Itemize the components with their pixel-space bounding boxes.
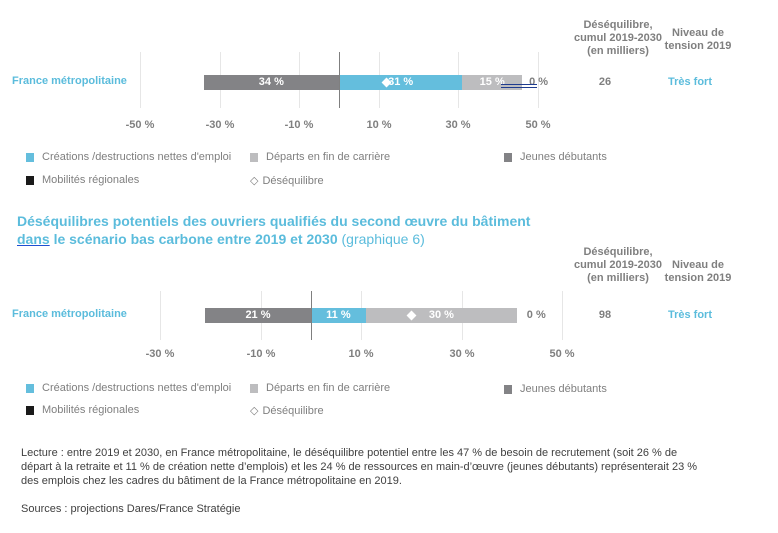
legend-item-departs: Départs en fin de carrière — [250, 151, 390, 163]
diamond-outline-icon: ◇ — [250, 405, 259, 417]
legend-item-creations: Créations /destructions nettes d'emploi — [26, 151, 231, 163]
chart2-category-label: France métropolitaine — [12, 308, 127, 320]
chart1-plot-area: -50 % -30 % -10 % 10 % 30 % 50 % 34 % 31 % 15 % 0… — [0, 0, 778, 140]
chart2-title-paren: (graphique 6) — [337, 231, 425, 247]
legend-label: Départs en fin de carrière — [266, 382, 391, 394]
x-tick-label: 30 % — [449, 348, 475, 360]
x-tick-label: 10 % — [348, 348, 374, 360]
chart1-col1-header-line: (en milliers) — [587, 45, 649, 57]
gridline — [140, 52, 141, 108]
chart2-col1-header: Déséquilibre, cumul 2019-2030 (en millie… — [563, 246, 673, 285]
bar-data-label-mobilites: 0 % — [526, 309, 546, 321]
chart2-col2-header-line: tension 2019 — [664, 272, 732, 284]
x-tick-label: -10 % — [246, 348, 276, 360]
legend-swatch-creations — [26, 152, 34, 162]
legend-swatch-departs — [250, 383, 258, 393]
x-tick-label: 30 % — [445, 119, 471, 131]
legend-label: Mobilités régionales — [42, 174, 140, 186]
diamond-outline-icon: ◇ — [250, 175, 259, 187]
legend-item-mobilites: Mobilités régionales — [26, 174, 139, 186]
legend-swatch-jeunes — [504, 384, 512, 394]
legend-item-creations: Créations /destructions nettes d'emploi — [26, 382, 231, 394]
legend-label: Créations /destructions nettes d'emploi — [42, 382, 232, 394]
bar-data-label: 31 % — [388, 76, 414, 88]
bar-data-label-mobilites: 0 % — [529, 76, 549, 88]
chart2-col1-header-line: (en milliers) — [587, 272, 649, 284]
bar-data-label: 21 % — [245, 309, 271, 321]
legend-label: Créations /destructions nettes d'emploi — [42, 151, 232, 163]
x-tick-label: 10 % — [366, 119, 392, 131]
underline-mark — [501, 84, 537, 85]
legend-item-desequilibre: ◇ Déséquilibre — [250, 404, 324, 418]
x-tick-label: -10 % — [284, 119, 314, 131]
chart2-title-rest: le scénario bas carbone entre 2019 et 20… — [49, 231, 338, 247]
chart2-title-underlined-word: dans — [17, 231, 50, 247]
x-tick-label: -30 % — [145, 348, 175, 360]
chart1-tension-value: Très fort — [667, 76, 712, 88]
chart2-plot-area: -30 % -10 % 10 % 30 % 50 % 21 % 11 % 30 % 0 % — [145, 291, 575, 360]
legend-swatch-creations — [26, 383, 34, 393]
legend-item-jeunes: Jeunes débutants — [504, 383, 607, 395]
lecture-line: Lecture : entre 2019 et 2030, en France … — [21, 447, 678, 459]
sources-note: Sources : projections Dares/France Strat… — [21, 503, 241, 515]
x-tick-label: -30 % — [205, 119, 235, 131]
bar-data-label: 11 % — [326, 309, 351, 321]
zero-axis-line — [311, 291, 312, 340]
legend-label: Mobilités régionales — [42, 404, 140, 416]
lecture-line: départ à la retraite et 11 % de création… — [21, 461, 698, 473]
legend-swatch-departs — [250, 152, 258, 162]
legend-item-departs: Départs en fin de carrière — [250, 382, 390, 394]
legend-label: Déséquilibre — [262, 404, 324, 417]
legend-label: Départs en fin de carrière — [266, 151, 391, 163]
chart2-col1-header-line: cumul 2019-2030 — [573, 259, 663, 271]
gridline — [562, 291, 563, 340]
legend-item-mobilites: Mobilités régionales — [26, 404, 139, 416]
chart2-col2-header-line: Niveau de — [672, 259, 724, 271]
bar-data-label: 34 % — [258, 76, 284, 88]
chart1-col1-header: Déséquilibre, cumul 2019-2030 (en millie… — [563, 19, 673, 58]
chart2-title-line2: dans le scénario bas carbone entre 2019 … — [17, 230, 530, 248]
x-tick-label: 50 % — [525, 119, 551, 131]
chart1-category-label: France métropolitaine — [12, 75, 127, 87]
chart1-col2-header-line: Niveau de — [672, 27, 724, 39]
bar-jeunes-d-butants — [205, 308, 311, 323]
legend-label: Déséquilibre — [262, 174, 324, 187]
chart1-desequilibre-value: 26 — [598, 76, 612, 88]
bar-cr-ations-destructions-nettes-d-emploi — [310, 308, 367, 323]
legend-swatch-mobilites — [26, 405, 34, 415]
chart2-col2-header: Niveau de tension 2019 — [658, 259, 738, 285]
zero-axis-line — [339, 52, 340, 108]
bar-data-label: 30 % — [428, 309, 454, 321]
bar-cr-ations-destructions-nettes-d-emploi — [339, 75, 463, 90]
legend-item-jeunes: Jeunes débutants — [504, 151, 607, 163]
legend-label: Jeunes débutants — [520, 383, 607, 395]
lecture-line: des emplois chez les cadres du bâtiment … — [21, 475, 402, 487]
bar-data-label: 15 % — [479, 76, 505, 88]
legend-item-desequilibre: ◇ Déséquilibre — [250, 174, 324, 188]
legend-swatch-jeunes — [504, 152, 512, 162]
legend-label: Jeunes débutants — [520, 151, 607, 163]
chart1-col2-header: Niveau de tension 2019 — [658, 27, 738, 53]
underline-mark — [501, 87, 537, 88]
chart1-col2-header-line: tension 2019 — [664, 40, 732, 52]
x-tick-label: 50 % — [549, 348, 575, 360]
chart2-desequilibre-value: 98 — [598, 309, 612, 321]
chart2-title-line1: Déséquilibres potentiels des ouvriers qu… — [17, 213, 531, 229]
chart2-title: Déséquilibres potentiels des ouvriers qu… — [17, 212, 530, 248]
gridline — [160, 291, 161, 340]
lecture-note: Lecture : entre 2019 et 2030, en France … — [21, 446, 771, 488]
chart1-col1-header-line: cumul 2019-2030 — [573, 32, 663, 44]
chart1-col1-header-line: Déséquilibre, — [583, 19, 653, 31]
x-tick-label: -50 % — [125, 119, 155, 131]
legend-swatch-mobilites — [26, 175, 34, 185]
gridline — [538, 52, 539, 108]
bar-d-parts-en-fin-de-carri-re — [366, 308, 517, 323]
chart2-tension-value: Très fort — [667, 309, 712, 321]
bar-d-parts-en-fin-de-carri-re — [462, 75, 523, 90]
bar-jeunes-d-butants — [203, 75, 339, 90]
chart2-col1-header-line: Déséquilibre, — [583, 246, 653, 258]
